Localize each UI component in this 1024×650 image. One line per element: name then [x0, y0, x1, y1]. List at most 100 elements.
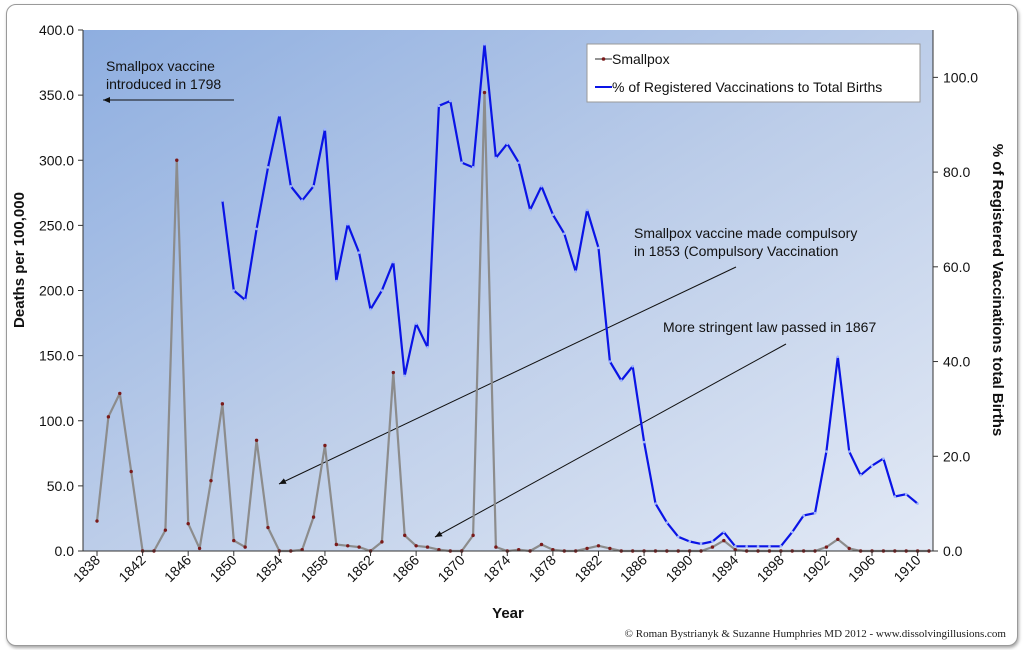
left-tick-label: 200.0	[39, 283, 74, 299]
vaccination-point	[517, 161, 520, 164]
vaccination-point	[380, 289, 384, 292]
x-tick-label: 1846	[161, 552, 194, 585]
vaccination-point	[882, 457, 885, 460]
x-tick-label: 1902	[799, 552, 832, 585]
vaccination-point	[768, 544, 771, 548]
smallpox-point	[596, 544, 601, 548]
vaccination-point	[357, 251, 361, 254]
right-tick-label: 0.0	[943, 543, 963, 559]
vaccination-point	[278, 113, 281, 117]
vaccination-point	[904, 492, 908, 496]
smallpox-point	[95, 519, 99, 523]
smallpox-point	[482, 90, 487, 95]
x-tick-label: 1878	[526, 552, 559, 585]
smallpox-point	[163, 528, 168, 532]
vaccination-point	[642, 440, 646, 444]
vaccination-point	[483, 42, 486, 46]
vaccination-point	[688, 540, 691, 543]
vaccination-point	[619, 379, 623, 382]
x-tick-label: 1906	[845, 552, 878, 585]
vaccination-point	[300, 199, 304, 202]
vaccination-point	[323, 128, 327, 131]
smallpox-point	[471, 533, 475, 538]
vaccination-point	[699, 542, 703, 546]
vaccination-point	[779, 544, 783, 548]
smallpox-point	[414, 544, 418, 548]
smallpox-point	[323, 443, 327, 448]
vaccination-point	[597, 246, 600, 250]
smallpox-point	[824, 545, 829, 549]
vaccination-point	[312, 185, 315, 188]
x-tick-label: 1854	[252, 552, 285, 585]
left-tick-label: 100.0	[39, 413, 74, 429]
annotation-1798-line1: Smallpox vaccine	[106, 58, 215, 74]
vaccination-point	[551, 213, 555, 217]
vaccination-point	[232, 289, 236, 292]
smallpox-point	[186, 521, 190, 526]
vaccination-point	[608, 360, 612, 363]
annotation-1867-arrow	[434, 343, 787, 538]
vaccination-point	[756, 544, 760, 548]
x-tick-label: 1842	[115, 552, 148, 585]
smallpox-point	[334, 542, 339, 547]
left-tick-label: 300.0	[39, 152, 74, 168]
vaccination-point	[403, 374, 407, 378]
vaccination-point	[870, 464, 874, 468]
smallpox-point	[836, 537, 840, 541]
smallpox-point	[539, 542, 544, 547]
vaccination-point	[289, 185, 293, 188]
smallpox-point	[118, 391, 122, 396]
vaccination-point	[711, 540, 714, 543]
smallpox-point	[722, 538, 726, 543]
right-tick-label: 20.0	[943, 448, 970, 464]
smallpox-point	[243, 545, 247, 549]
legend-smallpox-marker	[601, 57, 606, 61]
vaccination-point	[585, 208, 589, 212]
annotation-1798-line2: introduced in 1798	[106, 76, 221, 92]
smallpox-point	[847, 546, 851, 551]
left-tick-label: 0.0	[55, 543, 75, 559]
vaccination-point	[494, 156, 498, 160]
vaccination-point	[825, 450, 828, 453]
x-tick-label: 1874	[480, 552, 513, 585]
vaccination-point	[392, 260, 395, 264]
vaccination-point	[426, 346, 429, 349]
annotation-1867-text: More stringent law passed in 1867	[663, 319, 876, 335]
vaccination-point	[733, 544, 737, 548]
vaccination-point	[471, 166, 475, 169]
x-tick-label: 1894	[708, 552, 741, 585]
vaccination-point	[859, 473, 862, 477]
vaccination-point	[574, 270, 577, 273]
vaccination-point	[745, 544, 748, 548]
smallpox-point	[129, 469, 133, 474]
left-tick-label: 400.0	[39, 22, 74, 38]
smallpox-point	[220, 402, 225, 406]
x-tick-label: 1858	[298, 552, 331, 585]
x-tick-label: 1866	[389, 552, 422, 585]
left-tick-label: 350.0	[39, 87, 74, 103]
x-tick-label: 1862	[343, 552, 376, 585]
vaccination-point	[790, 530, 794, 534]
left-tick-label: 50.0	[47, 478, 74, 494]
annotation-1853-line2: in 1853 (Compulsory Vaccination	[634, 243, 838, 259]
vaccination-point	[528, 208, 532, 212]
annotation-1853-arrow	[278, 266, 737, 485]
x-tick-label: 1898	[754, 552, 787, 585]
smallpox-point	[425, 545, 430, 549]
smallpox-point	[608, 546, 612, 551]
vaccination-point	[335, 279, 338, 283]
smallpox-point	[266, 525, 270, 530]
x-tick-label: 1870	[434, 552, 467, 585]
legend-box	[586, 43, 921, 103]
smallpox-point	[346, 544, 350, 548]
smallpox-point	[380, 540, 384, 544]
copyright-credit: © Roman Bystrianyk & Suzanne Humphries M…	[624, 628, 1006, 640]
left-tick-label: 150.0	[39, 348, 74, 364]
vaccination-point	[562, 232, 566, 235]
x-tick-label: 1850	[207, 552, 240, 585]
smallpox-point	[232, 538, 236, 543]
vaccination-point	[836, 355, 840, 359]
x-axis-title: Year	[492, 605, 524, 622]
x-tick-label: 1910	[890, 552, 923, 585]
vaccination-point	[676, 535, 680, 539]
